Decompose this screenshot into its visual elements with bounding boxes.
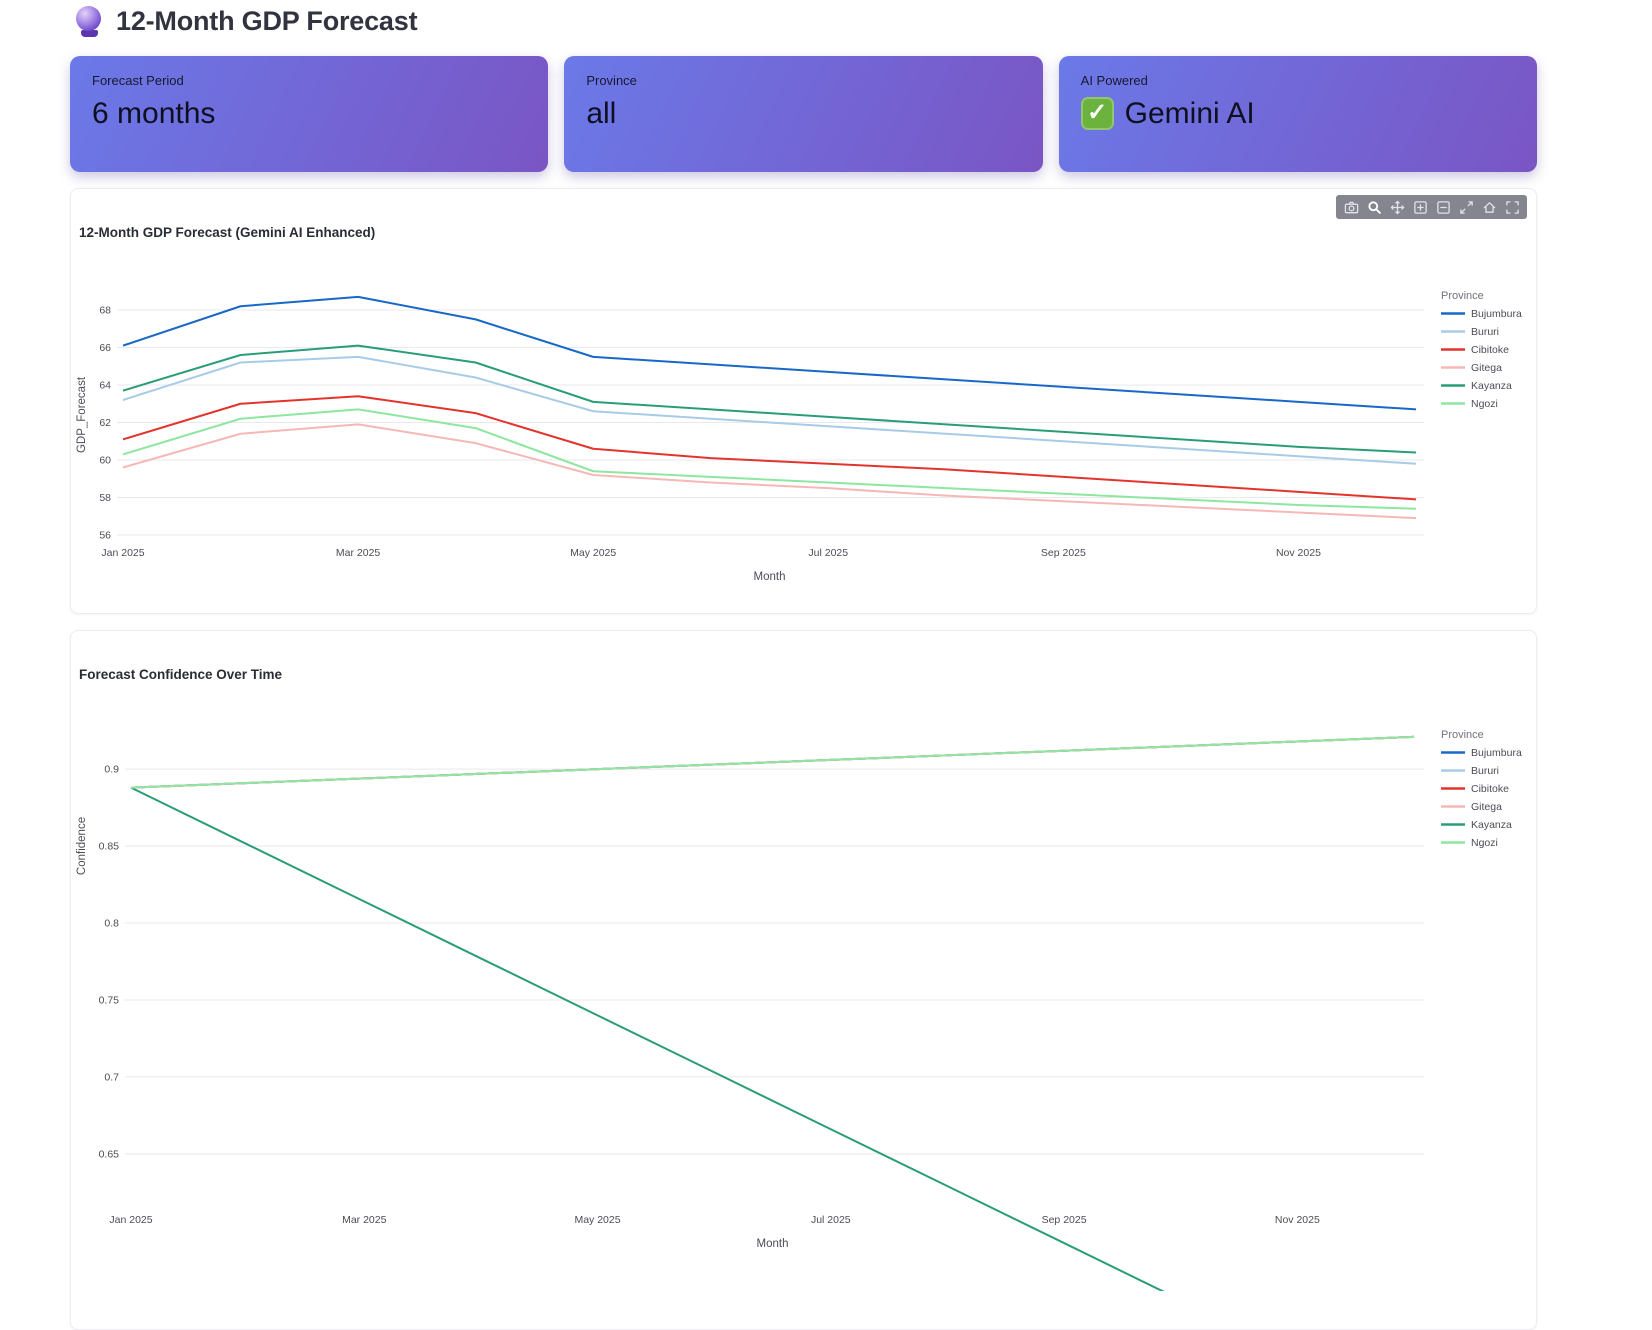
- metric-label: Forecast Period: [92, 73, 184, 88]
- svg-text:Sep 2025: Sep 2025: [1042, 1214, 1087, 1226]
- pan-icon: [1390, 200, 1404, 214]
- svg-text:66: 66: [99, 342, 111, 354]
- zoom-icon: [1367, 200, 1381, 214]
- crystal-ball-icon: [75, 6, 103, 37]
- metrics-row: Forecast Period 6 months Province all AI…: [70, 56, 1537, 172]
- svg-text:Bururi: Bururi: [1471, 326, 1499, 338]
- svg-text:Jan 2025: Jan 2025: [101, 547, 144, 559]
- svg-text:58: 58: [99, 492, 111, 504]
- modebar-zoom-out-button[interactable]: [1432, 196, 1454, 218]
- metric-value: all: [586, 97, 617, 130]
- svg-text:May 2025: May 2025: [570, 547, 616, 559]
- modebar-camera-button[interactable]: [1340, 196, 1362, 218]
- svg-text:0.7: 0.7: [104, 1071, 119, 1083]
- svg-text:GDP_Forecast: GDP_Forecast: [76, 376, 88, 453]
- svg-text:Month: Month: [757, 1238, 789, 1250]
- svg-text:Nov 2025: Nov 2025: [1276, 547, 1321, 559]
- svg-text:0.65: 0.65: [99, 1148, 120, 1160]
- gdp-forecast-chart-card: 12-Month GDP Forecast (Gemini AI Enhance…: [70, 188, 1537, 614]
- page-header: 12-Month GDP Forecast: [75, 6, 418, 37]
- metric-label: Province: [586, 73, 637, 88]
- gdp-chart-title: 12-Month GDP Forecast (Gemini AI Enhance…: [79, 225, 376, 240]
- svg-text:Nov 2025: Nov 2025: [1275, 1214, 1320, 1226]
- modebar-autoscale-button[interactable]: [1455, 196, 1477, 218]
- svg-text:0.9: 0.9: [104, 764, 119, 776]
- fullscreen-icon: [1505, 200, 1519, 214]
- svg-text:Jul 2025: Jul 2025: [808, 547, 848, 559]
- svg-text:Sep 2025: Sep 2025: [1041, 547, 1086, 559]
- svg-text:Province: Province: [1441, 729, 1484, 741]
- svg-text:Cibitoke: Cibitoke: [1471, 783, 1509, 795]
- metric-value-text: Gemini AI: [1124, 97, 1255, 130]
- svg-text:62: 62: [99, 417, 111, 429]
- modebar-reset-axes-button[interactable]: [1478, 196, 1500, 218]
- metric-card-province: Province all: [564, 56, 1043, 172]
- svg-text:Gitega: Gitega: [1471, 362, 1502, 374]
- svg-text:Cibitoke: Cibitoke: [1471, 344, 1509, 356]
- svg-text:Mar 2025: Mar 2025: [342, 1214, 387, 1226]
- reset-axes-icon: [1483, 201, 1495, 213]
- confidence-chart[interactable]: 0.65 0.7 0.75 0.8 0.85 0.9 Jan 2025 Mar 2025 May…: [71, 631, 1536, 1291]
- metric-label: AI Powered: [1080, 73, 1148, 88]
- camera-icon: [1344, 201, 1358, 213]
- modebar-fullscreen-button[interactable]: [1501, 196, 1523, 218]
- svg-text:60: 60: [99, 455, 111, 467]
- svg-text:64: 64: [99, 380, 111, 392]
- svg-text:0.85: 0.85: [99, 841, 120, 853]
- svg-text:Province: Province: [1441, 290, 1484, 302]
- svg-text:Confidence: Confidence: [76, 817, 88, 875]
- svg-text:68: 68: [99, 305, 111, 317]
- svg-text:0.8: 0.8: [104, 918, 119, 930]
- svg-text:Jul 2025: Jul 2025: [811, 1214, 851, 1226]
- autoscale-icon: [1459, 200, 1473, 214]
- svg-text:Kayanza: Kayanza: [1471, 380, 1512, 392]
- svg-text:Ngozi: Ngozi: [1471, 398, 1498, 410]
- svg-text:Jan 2025: Jan 2025: [109, 1214, 152, 1226]
- svg-text:Kayanza: Kayanza: [1471, 819, 1512, 831]
- svg-text:56: 56: [99, 530, 111, 542]
- svg-text:Ngozi: Ngozi: [1471, 837, 1498, 849]
- confidence-chart-title: Forecast Confidence Over Time: [79, 667, 283, 682]
- metric-card-forecast-period: Forecast Period 6 months: [70, 56, 549, 172]
- svg-text:Mar 2025: Mar 2025: [336, 547, 381, 559]
- metric-value: ✓ Gemini AI: [1080, 97, 1515, 130]
- confidence-chart-card: Forecast Confidence Over Time 0.65 0.7 0.7…: [70, 630, 1537, 1330]
- crystal-ball-base: [81, 30, 98, 37]
- metric-card-ai-powered: AI Powered ✓ Gemini AI: [1058, 56, 1537, 172]
- check-icon: ✓: [1080, 97, 1114, 130]
- crystal-ball-globe: [76, 6, 101, 31]
- svg-text:Bujumbura: Bujumbura: [1471, 308, 1522, 320]
- zoom-out-icon: [1436, 200, 1450, 214]
- svg-text:May 2025: May 2025: [574, 1214, 620, 1226]
- modebar-zoom-button[interactable]: [1363, 196, 1385, 218]
- svg-text:Month: Month: [754, 571, 786, 583]
- page-title: 12-Month GDP Forecast: [116, 6, 418, 36]
- svg-text:Gitega: Gitega: [1471, 801, 1502, 813]
- svg-text:Bururi: Bururi: [1471, 765, 1499, 777]
- svg-text:0.75: 0.75: [99, 994, 120, 1006]
- zoom-in-icon: [1413, 200, 1427, 214]
- plotly-modebar: [1336, 195, 1527, 219]
- gdp-forecast-chart[interactable]: 56 58 60 62 64 66 68 Jan 2025 Mar 2025 May 2025 Ju…: [71, 189, 1536, 613]
- modebar-zoom-in-button[interactable]: [1409, 196, 1431, 218]
- modebar-pan-button[interactable]: [1386, 196, 1408, 218]
- metric-value: 6 months: [92, 97, 216, 130]
- svg-text:Bujumbura: Bujumbura: [1471, 747, 1522, 759]
